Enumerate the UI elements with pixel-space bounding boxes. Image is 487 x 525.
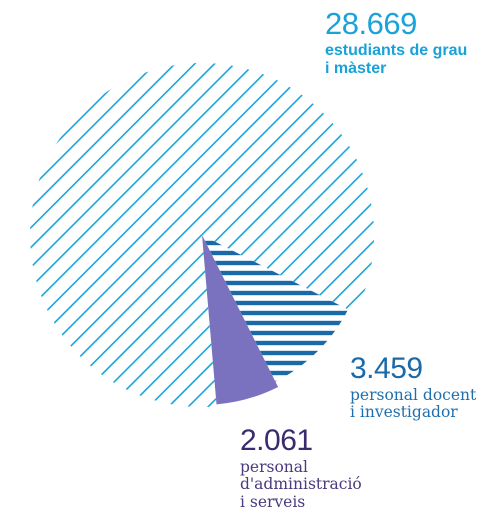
slice-value-teaching-staff: 3.459 [350,352,423,385]
slice-label-teaching-staff: 3.459 personal docent i investigador [350,352,476,422]
slice-value-admin-staff: 2.061 [240,424,313,457]
slice-text-admin-staff-line-3: i serveis [240,493,306,512]
slice-text-teaching-staff-line-2: i investigador [350,403,458,422]
slice-text-admin-staff-line-1: personal [240,457,308,476]
slice-text-teaching-staff-line-1: personal docent [350,385,477,404]
slice-value-students: 28.669 [325,6,417,41]
pie-slice-teaching-staff [202,235,349,382]
slice-text-students-line-1: estudiants de grau [325,41,468,59]
slice-label-students: 28.669 estudiants de grau i màster [325,6,467,78]
slice-label-admin-staff: 2.061 personal d'administració i serveis [240,424,362,512]
slice-text-admin-staff-line-2: d'administració [240,475,362,494]
pie-slice-students [30,63,375,408]
pie-slice-admin-staff [202,235,279,405]
slice-text-students-line-2: i màster [325,60,387,78]
